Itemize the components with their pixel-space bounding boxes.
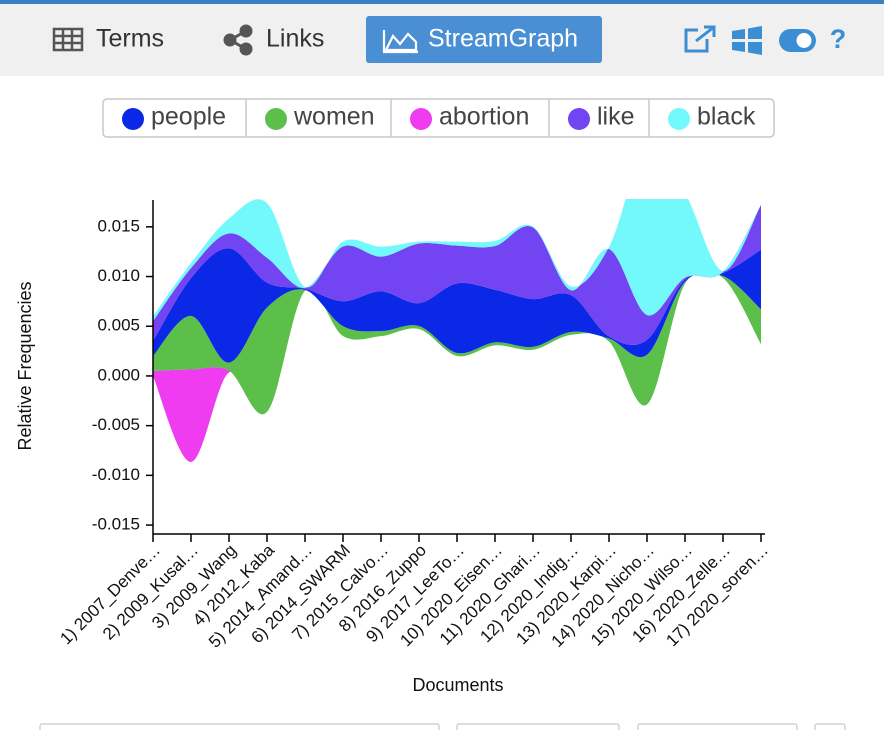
window-button[interactable] bbox=[732, 26, 762, 55]
window-icon bbox=[732, 26, 762, 55]
grid-icon bbox=[52, 27, 84, 52]
control[interactable] bbox=[814, 723, 846, 730]
stream-layer bbox=[153, 248, 761, 363]
legend-label: like bbox=[597, 103, 635, 131]
legend-item[interactable]: black bbox=[668, 103, 756, 131]
tab-label: Links bbox=[266, 25, 324, 53]
tab-label: Terms bbox=[96, 25, 164, 53]
legend-swatch bbox=[122, 108, 144, 130]
y-tick-label: 0.005 bbox=[97, 316, 140, 335]
help-button[interactable]: ? bbox=[830, 24, 847, 54]
legend-label: abortion bbox=[439, 103, 529, 131]
stream-layer bbox=[153, 269, 761, 415]
control[interactable] bbox=[456, 723, 620, 730]
stream-icon bbox=[382, 30, 418, 54]
toggle-knob bbox=[796, 33, 812, 48]
streamgraph-tab[interactable]: StreamGraph bbox=[366, 16, 602, 63]
y-tick-label: 0.010 bbox=[97, 266, 140, 285]
legend-item[interactable]: women bbox=[265, 103, 375, 131]
legend-swatch bbox=[568, 108, 590, 130]
links-tab[interactable]: Links bbox=[223, 24, 324, 56]
legend-label: people bbox=[151, 103, 226, 131]
y-tick-label: -0.015 bbox=[92, 515, 140, 534]
legend-item[interactable]: like bbox=[568, 103, 635, 131]
plot bbox=[153, 199, 761, 462]
toggle-button[interactable] bbox=[779, 29, 816, 52]
tab-label: StreamGraph bbox=[428, 25, 578, 53]
top-bar bbox=[0, 0, 884, 4]
legend-swatch bbox=[265, 108, 287, 130]
export-icon bbox=[684, 25, 716, 53]
legend-swatch bbox=[668, 108, 690, 130]
legend-item[interactable]: people bbox=[122, 103, 226, 131]
control[interactable] bbox=[637, 723, 798, 730]
export-button[interactable] bbox=[684, 25, 716, 53]
x-axis-label: Documents bbox=[412, 675, 503, 695]
stream-layer bbox=[153, 199, 761, 322]
share-icon bbox=[223, 24, 253, 56]
y-tick-label: 0.000 bbox=[97, 365, 140, 384]
legend-label: women bbox=[293, 103, 375, 131]
legend-label: black bbox=[697, 103, 756, 131]
y-axis-label: Relative Frequencies bbox=[15, 281, 35, 450]
legend-item[interactable]: abortion bbox=[410, 103, 529, 131]
y-tick-label: -0.010 bbox=[92, 465, 140, 484]
active-tab bbox=[366, 16, 602, 63]
terms-tab[interactable]: Terms bbox=[52, 25, 164, 53]
legend-swatch bbox=[410, 108, 432, 130]
stream-layer bbox=[153, 204, 761, 345]
y-tick-label: 0.015 bbox=[97, 216, 140, 235]
text-field[interactable] bbox=[39, 723, 440, 730]
y-tick-label: -0.005 bbox=[92, 415, 140, 434]
